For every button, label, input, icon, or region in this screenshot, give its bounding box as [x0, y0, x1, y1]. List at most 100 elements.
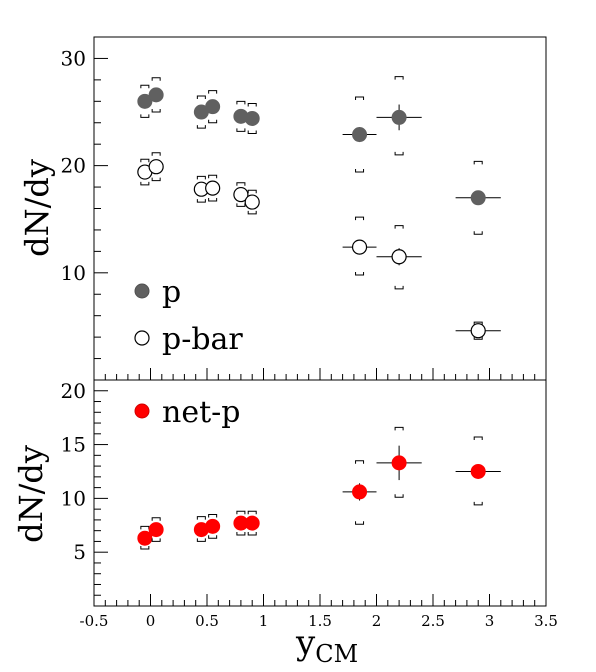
- data-point-p-bar: [205, 174, 221, 202]
- legend-label-pbar: p-bar: [162, 322, 243, 357]
- marker-p: [137, 93, 153, 109]
- data-point-net-p: [205, 514, 221, 539]
- data-point-p: [376, 76, 422, 156]
- data-point-p: [455, 160, 501, 235]
- x-axis-label: yCM: [295, 623, 358, 668]
- bottom-y-tick-label: 10: [61, 486, 86, 510]
- bottom-axis-ticks: 5 10 15 20 -0.5 0 0.5 1 1.5 2 2.5 3 3.5: [61, 379, 558, 630]
- data-point-p: [148, 77, 164, 113]
- systematic-bracket-hi: [394, 225, 404, 229]
- systematic-bracket-lo: [473, 231, 483, 235]
- data-point-p-bar: [233, 182, 249, 207]
- systematic-bracket-lo: [355, 271, 365, 276]
- marker-p-bar: [205, 180, 221, 196]
- systematic-bracket-hi: [151, 517, 161, 521]
- systematic-bracket-hi: [473, 160, 483, 165]
- systematic-bracket-lo: [196, 538, 206, 542]
- top-data-points: [137, 76, 501, 340]
- systematic-bracket-hi: [151, 152, 161, 156]
- x-tick-label: 2: [372, 612, 382, 630]
- data-point-net-p: [244, 510, 260, 536]
- systematic-bracket-lo: [473, 336, 483, 340]
- data-point-p: [342, 96, 377, 173]
- top-y-tick-label: 10: [61, 261, 86, 285]
- legend-label-net-p: net-p: [162, 395, 240, 430]
- data-point-p: [244, 102, 260, 134]
- marker-p: [470, 190, 486, 206]
- systematic-bracket-hi: [196, 95, 206, 99]
- marker-net-p: [148, 522, 164, 538]
- marker-net-p: [244, 515, 260, 531]
- systematic-bracket-hi: [208, 90, 218, 94]
- data-point-p-bar: [148, 152, 164, 182]
- legend-label-p: p: [162, 275, 181, 310]
- bottom-y-axis-label: dN/dy: [12, 445, 50, 543]
- legend-marker-p: [134, 283, 150, 299]
- systematic-bracket-lo: [247, 210, 257, 215]
- marker-net-p: [391, 455, 407, 471]
- systematic-bracket-hi: [247, 189, 257, 194]
- systematic-bracket-lo: [247, 531, 257, 536]
- systematic-bracket-hi: [355, 460, 365, 464]
- x-axis-label-main: y: [295, 623, 316, 663]
- x-tick-label: 1.5: [308, 612, 332, 630]
- legend-marker-pbar: [134, 330, 150, 346]
- legend-pbar: p-bar: [134, 322, 243, 357]
- marker-p-bar: [391, 249, 407, 265]
- x-tick-label: 3: [485, 612, 495, 630]
- top-axis-ticks: 10 20 30: [61, 36, 547, 381]
- x-tick-label: 0.5: [195, 612, 219, 630]
- systematic-bracket-hi: [355, 216, 365, 221]
- marker-p: [391, 109, 407, 125]
- bottom-y-tick-label: 15: [61, 433, 86, 457]
- data-point-p-bar: [244, 189, 260, 215]
- systematic-bracket-lo: [140, 181, 150, 186]
- data-point-p: [205, 90, 221, 124]
- marker-p: [352, 127, 368, 143]
- data-point-p: [137, 84, 153, 118]
- marker-p: [244, 110, 260, 126]
- data-point-net-p: [455, 436, 501, 506]
- systematic-bracket-lo: [236, 531, 246, 536]
- data-point-net-p: [342, 460, 377, 525]
- systematic-bracket-lo: [208, 197, 218, 202]
- systematic-bracket-lo: [151, 177, 161, 182]
- systematic-bracket-lo: [236, 203, 246, 207]
- x-tick-label: 2.5: [421, 612, 445, 630]
- top-panel: 10 20 30 dN/dy p p-bar: [18, 36, 547, 381]
- bottom-data-points: [137, 426, 501, 550]
- systematic-bracket-lo: [151, 109, 161, 113]
- systematic-bracket-hi: [355, 96, 365, 101]
- top-y-tick-label: 30: [61, 46, 86, 70]
- systematic-bracket-lo: [355, 521, 365, 525]
- marker-p-bar: [148, 159, 164, 175]
- marker-p-bar: [233, 186, 249, 203]
- systematic-bracket-hi: [140, 158, 150, 163]
- systematic-bracket-hi: [473, 321, 483, 326]
- systematic-bracket-hi: [247, 510, 257, 515]
- x-tick-label: 0: [146, 612, 156, 630]
- systematic-bracket-lo: [247, 130, 257, 134]
- systematic-bracket-hi: [151, 77, 161, 81]
- systematic-bracket-lo: [394, 151, 404, 156]
- data-point-p-bar: [376, 225, 422, 290]
- legend-net-p: net-p: [134, 395, 240, 430]
- systematic-bracket-hi: [140, 525, 150, 530]
- marker-net-p: [352, 484, 368, 500]
- marker-p-bar: [244, 194, 260, 210]
- systematic-bracket-lo: [208, 535, 218, 539]
- marker-net-p: [470, 463, 486, 479]
- systematic-bracket-hi: [208, 514, 218, 518]
- systematic-bracket-hi: [247, 102, 257, 107]
- data-point-p: [233, 100, 249, 132]
- data-point-p: [193, 95, 209, 129]
- systematic-bracket-lo: [394, 285, 404, 290]
- x-tick-label: 1: [259, 612, 269, 630]
- systematic-bracket-lo: [236, 128, 246, 132]
- systematic-bracket-lo: [473, 501, 483, 506]
- systematic-bracket-lo: [208, 119, 218, 124]
- data-point-p-bar: [342, 216, 377, 276]
- top-y-tick-label: 20: [61, 154, 86, 178]
- systematic-bracket-lo: [355, 169, 365, 173]
